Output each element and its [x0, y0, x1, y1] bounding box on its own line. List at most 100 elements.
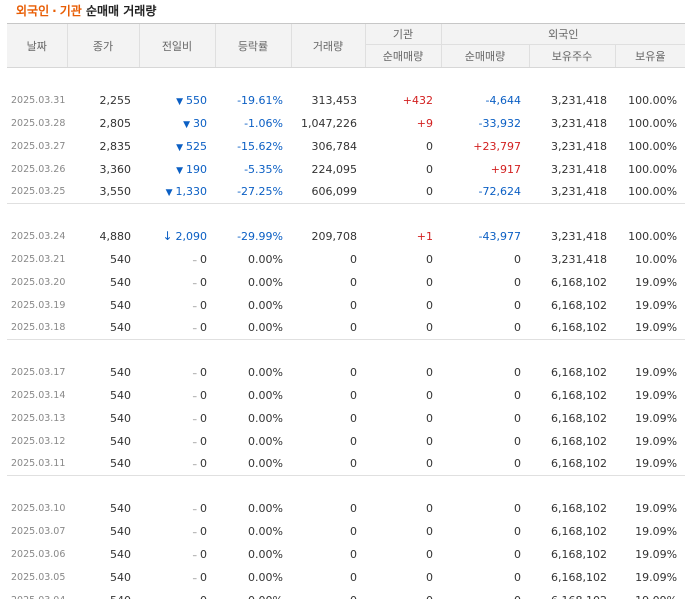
foreign-hold-cell: 3,231,418	[551, 139, 607, 153]
date-cell: 2025.03.13	[11, 412, 66, 424]
col-header-date: 날짜	[7, 23, 67, 68]
table-row: 2025.03.06 540–0 0.00% 0 0 0 6,168,102 19.09%	[7, 543, 685, 566]
table-row: 2025.03.07 540–0 0.00% 0 0 0 6,168,102 19.09%	[7, 520, 685, 543]
group-spacer	[7, 475, 686, 497]
foreign-hold-cell: 6,168,102	[551, 524, 607, 538]
change-cell: ↓ 2,090	[139, 225, 215, 248]
table-row: 2025.03.19 540–0 0.00% 0 0 0 6,168,102 19.09%	[7, 294, 685, 317]
date-cell: 2025.03.07	[11, 525, 66, 537]
foreign-ratio-cell: 100.00%	[628, 185, 678, 199]
rate-cell: 0.00%	[248, 457, 283, 471]
foreign-ratio-cell: 19.09%	[635, 570, 678, 584]
foreign-ratio-cell: 19.09%	[635, 524, 678, 538]
col-header-foreign-ratio: 보유율	[614, 44, 686, 68]
foreign-ratio-cell: 100.00%	[628, 162, 678, 176]
volume-cell: 0	[350, 298, 357, 312]
foreign-hold-cell: 6,168,102	[551, 411, 607, 425]
change-value: 30	[193, 116, 207, 130]
change-value: 0	[200, 434, 207, 448]
change-cell: ▼ 525	[139, 135, 215, 158]
foreign-hold-cell: 6,168,102	[551, 298, 607, 312]
close-cell: 540	[110, 321, 131, 335]
institution-net-cell: +432	[402, 93, 433, 107]
flat-dash-icon: –	[192, 460, 198, 471]
date-cell: 2025.03.26	[11, 163, 66, 175]
institution-net-cell: 0	[426, 252, 433, 266]
close-cell: 3,360	[99, 162, 132, 176]
foreign-net-cell: +917	[490, 162, 521, 176]
institution-net-cell: +9	[416, 116, 433, 130]
volume-cell: 0	[350, 365, 357, 379]
col-header-foreign-net: 순매매량	[440, 44, 529, 68]
date-cell: 2025.03.31	[11, 94, 66, 106]
close-cell: 540	[110, 275, 131, 289]
foreign-net-cell: 0	[514, 388, 521, 402]
close-cell: 3,550	[99, 185, 132, 199]
foreign-net-cell: 0	[514, 547, 521, 561]
date-cell: 2025.03.04	[7, 589, 67, 599]
volume-cell: 0	[350, 275, 357, 289]
institution-net-cell: 0	[426, 185, 433, 199]
foreign-ratio-cell: 100.00%	[628, 139, 678, 153]
table-row: 2025.03.24 4,880 ↓ 2,090 -29.99% 209,708 +1 -43…	[7, 225, 685, 248]
change-value: 190	[186, 162, 207, 176]
volume-cell: 313,453	[311, 93, 358, 107]
date-cell: 2025.03.19	[11, 299, 66, 311]
foreign-net-cell: -4,644	[485, 93, 521, 107]
foreign-net-cell: -72,624	[478, 185, 521, 199]
rate-cell: 0.00%	[248, 501, 283, 515]
change-cell: –0	[139, 407, 215, 430]
foreign-net-cell: 0	[514, 501, 521, 515]
change-cell: –0	[139, 384, 215, 407]
close-cell: 540	[110, 298, 131, 312]
change-value: 0	[200, 524, 207, 538]
close-cell: 540	[110, 411, 131, 425]
volume-cell: 209,708	[311, 229, 358, 243]
table-row: 2025.03.13 540–0 0.00% 0 0 0 6,168,102 19.09%	[7, 407, 685, 430]
foreign-ratio-cell: 100.00%	[628, 116, 678, 130]
foreign-net-cell: +23,797	[473, 139, 521, 153]
table-row: 2025.03.27 2,835 ▼ 525 -15.62% 306,784 0 +23,79…	[7, 135, 685, 158]
close-cell: 540	[110, 501, 131, 515]
flat-dash-icon: –	[192, 527, 198, 538]
flat-dash-icon: –	[193, 597, 198, 599]
date-cell: 2025.03.14	[11, 389, 66, 401]
close-cell: 540	[110, 434, 131, 448]
volume-cell: 0	[350, 434, 357, 448]
rate-cell: 0.00%	[248, 570, 283, 584]
table-row: 2025.03.28 2,805 ▼ 30 -1.06% 1,047,226 +9 -33,9…	[7, 112, 685, 135]
arrow-down-icon: ▼	[183, 119, 190, 130]
spacer-cell	[7, 203, 686, 225]
foreign-net-cell: 0	[514, 365, 521, 379]
foreign-ratio-cell: 19.09%	[635, 388, 678, 402]
foreign-hold-cell: 3,231,418	[551, 229, 607, 243]
table-row: 2025.03.18 540–0 0.00% 0 0 0 6,168,102 19.09%	[7, 317, 685, 340]
date-cell: 2025.03.27	[11, 140, 66, 152]
foreign-hold-cell: 6,168,102	[551, 457, 607, 471]
arrow-down-icon: ▼	[176, 96, 183, 107]
volume-cell: 0	[350, 252, 357, 266]
close-cell: 540	[110, 547, 131, 561]
foreign-hold-cell: 6,168,102	[551, 570, 607, 584]
flat-dash-icon: –	[192, 324, 198, 335]
table-row: 2025.03.17 540–0 0.00% 0 0 0 6,168,102 19.09%	[7, 361, 685, 384]
rate-cell: -5.35%	[244, 162, 283, 176]
institution-net-cell: 0	[426, 388, 433, 402]
institution-net-cell: 0	[365, 589, 441, 599]
flat-dash-icon: –	[192, 573, 198, 584]
change-cell: –0	[139, 361, 215, 384]
change-cell: –0	[139, 520, 215, 543]
rate-cell: -27.25%	[237, 185, 283, 199]
arrow-down-icon: ▼	[165, 188, 173, 199]
rate-cell: 0.00%	[248, 252, 283, 266]
col-header-rate: 등락률	[214, 23, 291, 68]
close-cell: 2,805	[99, 116, 132, 130]
table-row: 2025.03.10 540–0 0.00% 0 0 0 6,168,102 19.09%	[7, 497, 685, 520]
date-cell: 2025.03.12	[11, 435, 66, 447]
institution-net-cell: 0	[426, 501, 433, 515]
institution-net-cell: 0	[426, 457, 433, 471]
change-value: 0	[200, 298, 207, 312]
volume-cell: 1,047,226	[301, 116, 357, 130]
institution-net-cell: 0	[426, 411, 433, 425]
